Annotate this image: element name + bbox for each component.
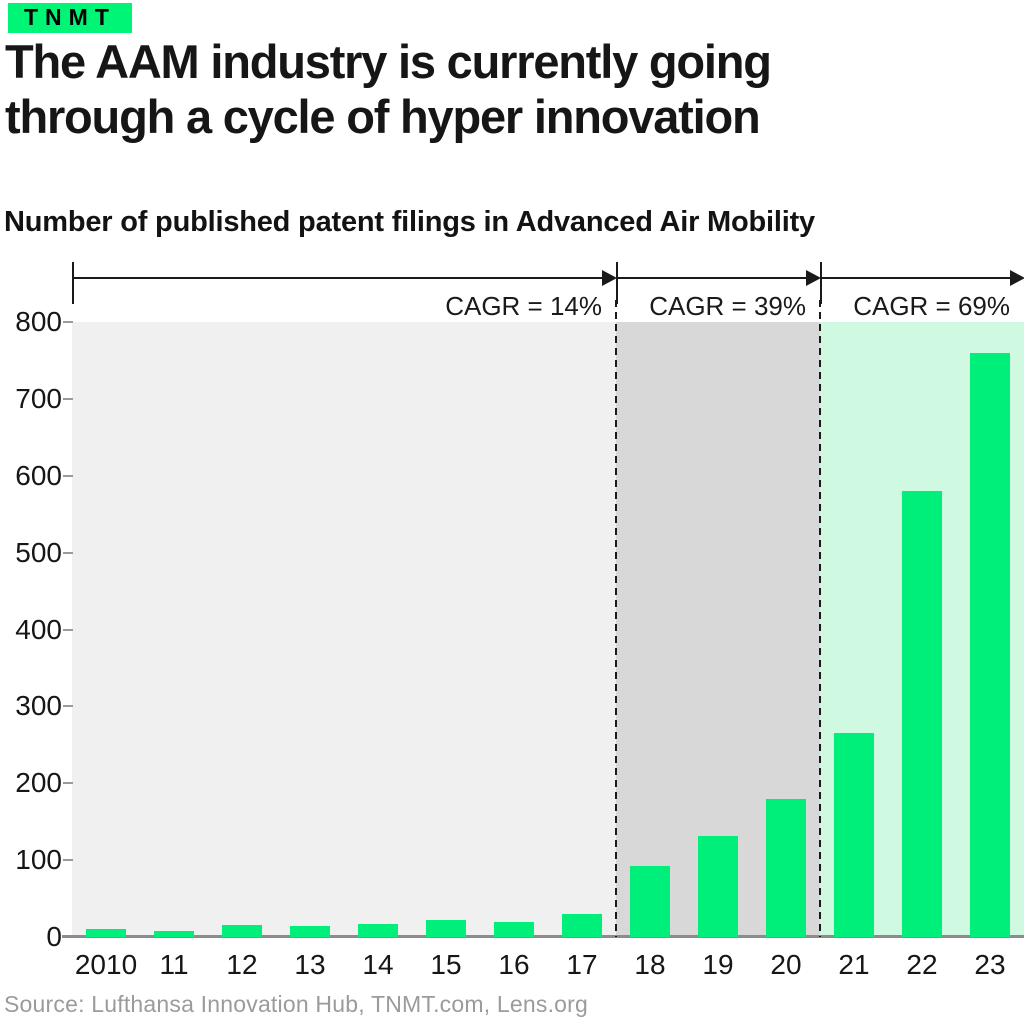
cagr-segment-2: CAGR = 39%	[616, 258, 821, 322]
phase-background-1	[72, 322, 616, 937]
x-tick-label: 12	[226, 949, 258, 980]
y-tick-label: 0	[46, 921, 62, 952]
tnmt-logo: TNMT	[8, 3, 132, 33]
y-tick-mark	[63, 782, 73, 785]
bar-20	[766, 798, 806, 937]
y-tick-label: 200	[15, 767, 62, 799]
x-axis-labels: 2010 11 12 13 14 15 16 17 18 19 20 21 22 23	[72, 949, 1024, 983]
bar-19	[697, 835, 738, 937]
y-tick-mark	[63, 397, 73, 400]
y-tick-label: 400	[15, 613, 62, 645]
bar-2010	[86, 928, 126, 937]
x-tick-label: 14	[362, 949, 394, 980]
cagr-segment-1: CAGR = 14%	[72, 258, 617, 322]
y-tick-mark	[63, 551, 73, 554]
cagr-label: CAGR = 14%	[445, 291, 602, 321]
bar-chart: CAGR = 14% CAGR = 39% CAGR = 69% 2010 11 12 1…	[15, 258, 1024, 984]
page-title-line-2: through a cycle of hyper innovation	[5, 90, 761, 143]
segment-arrowhead-icon	[602, 270, 617, 286]
bar-14	[358, 923, 398, 937]
bar-16	[494, 921, 534, 937]
y-tick-mark	[63, 628, 73, 631]
x-tick-label: 22	[906, 949, 938, 980]
y-tick-mark	[63, 859, 73, 862]
cagr-annotation-row: CAGR = 14% CAGR = 39% CAGR = 69%	[72, 258, 1024, 322]
bar-17	[562, 913, 602, 937]
x-tick-label: 13	[294, 949, 326, 980]
y-tick-label: 100	[15, 844, 62, 876]
segment-start-tick	[616, 262, 618, 304]
segment-start-tick	[72, 262, 74, 304]
x-tick-label: 19	[702, 949, 734, 980]
x-tick-label: 20	[770, 949, 802, 980]
x-axis-line	[62, 935, 1024, 938]
x-tick-label: 16	[498, 949, 530, 980]
page-title: The AAM industry is currently going thro…	[5, 34, 1019, 144]
bar-13	[290, 926, 330, 937]
segment-arrowhead-icon	[806, 270, 821, 286]
cagr-label: CAGR = 69%	[853, 291, 1010, 321]
bar-11	[154, 930, 194, 937]
page-title-line-1: The AAM industry is currently going	[5, 35, 772, 88]
y-tick-label: 800	[15, 306, 62, 337]
chart-title: Number of published patent filings in Ad…	[4, 206, 815, 238]
cagr-label: CAGR = 39%	[649, 291, 806, 321]
source-caption: Source: Lufthansa Innovation Hub, TNMT.c…	[4, 991, 589, 1017]
y-tick-label: 700	[15, 382, 62, 414]
bar-18	[630, 866, 670, 937]
bar-21	[834, 733, 874, 937]
bar-22	[902, 491, 942, 937]
segment-arrowhead-icon	[1010, 270, 1024, 286]
x-tick-label: 11	[159, 949, 189, 980]
bar-23	[970, 352, 1010, 937]
x-tick-label: 2010	[74, 949, 138, 980]
y-tick-label: 500	[15, 536, 62, 568]
y-tick-label: 600	[15, 459, 62, 491]
segment-start-tick	[820, 262, 822, 304]
phase-divider-dashed-line	[819, 300, 821, 937]
x-tick-label: 21	[838, 949, 870, 980]
x-tick-label: 17	[566, 949, 598, 980]
phase-divider-dashed-line	[614, 300, 617, 937]
segment-arrow-line	[820, 277, 1018, 279]
y-tick-mark	[63, 474, 73, 477]
x-tick-label: 18	[634, 949, 666, 980]
segment-arrow-line	[616, 277, 814, 279]
y-tick-mark	[63, 321, 73, 323]
x-tick-label: 15	[430, 949, 462, 980]
y-tick-mark	[63, 705, 73, 708]
x-tick-label: 23	[974, 949, 1006, 980]
plot-area	[62, 300, 1024, 938]
bar-12	[222, 925, 262, 937]
segment-arrow-line	[72, 277, 610, 279]
y-tick-label: 300	[15, 690, 62, 722]
cagr-segment-3: CAGR = 69%	[820, 258, 1024, 322]
bar-15	[426, 920, 466, 937]
